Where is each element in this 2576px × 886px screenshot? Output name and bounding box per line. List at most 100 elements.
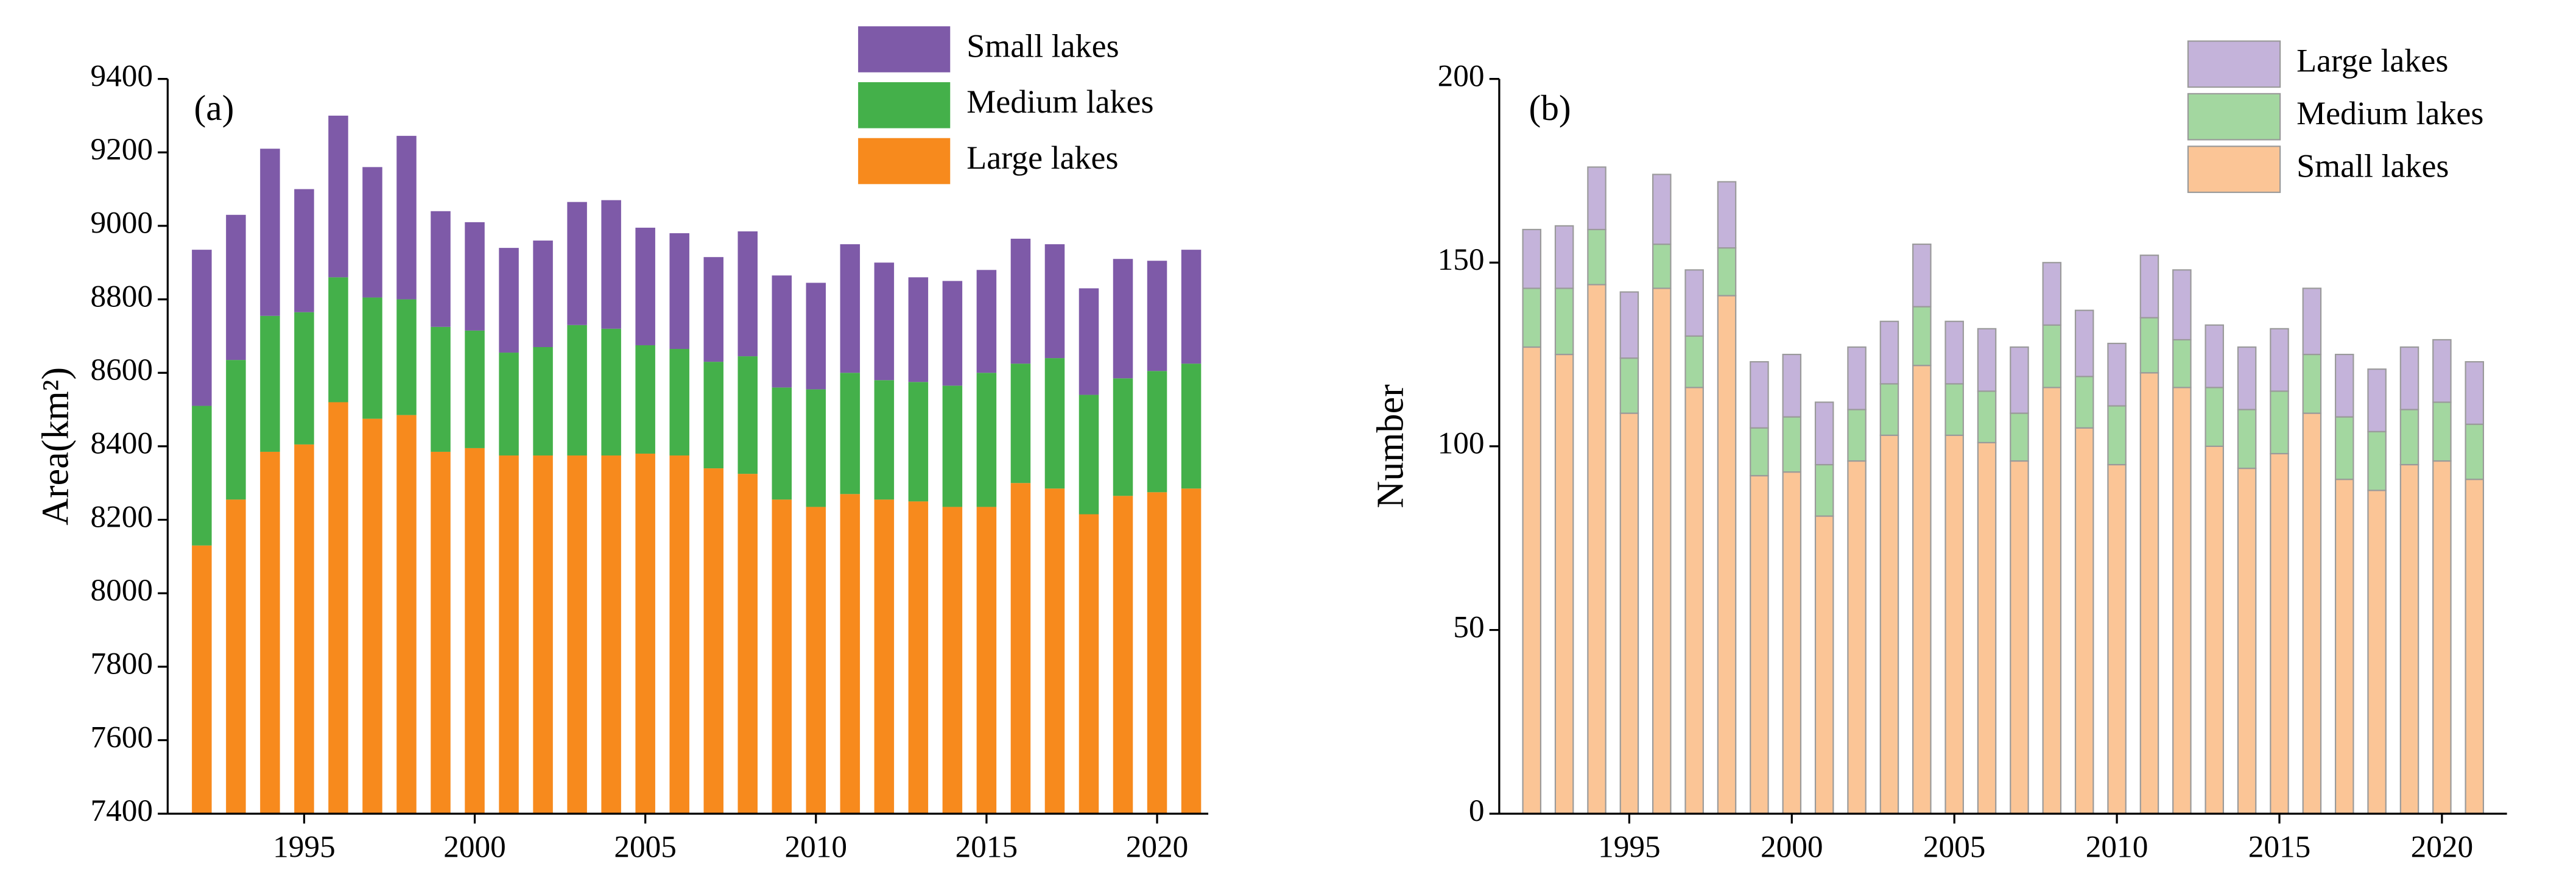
bar-segment — [2432, 339, 2452, 403]
bar-segment — [1814, 401, 1834, 466]
bar-segment — [1652, 174, 1672, 245]
bar-segment — [2367, 368, 2387, 432]
bar-segment — [1944, 434, 1964, 815]
bar-segment — [976, 270, 997, 373]
bar-segment — [2399, 463, 2419, 815]
bar-segment — [1782, 353, 1802, 418]
x-tick-label: 2010 — [2086, 829, 2148, 864]
bar-segment — [2010, 412, 2029, 462]
bar-segment — [2237, 409, 2257, 469]
bar-segment — [567, 202, 587, 325]
bar-segment — [294, 312, 314, 445]
legend-swatch — [858, 82, 951, 128]
bar-segment — [1079, 395, 1099, 515]
bar-segment — [2465, 361, 2485, 425]
bar-segment — [362, 297, 382, 419]
bar-segment — [1554, 353, 1574, 815]
bar-segment — [874, 262, 895, 381]
bar-segment — [601, 200, 621, 329]
bar-segment — [601, 455, 621, 814]
bar-segment — [2010, 346, 2029, 414]
bar-segment — [2205, 445, 2224, 815]
bar-segment — [669, 349, 689, 455]
bar-segment — [1587, 284, 1606, 815]
legend-label: Medium lakes — [2296, 95, 2483, 132]
bar-segment — [942, 507, 963, 814]
bar-segment — [703, 362, 723, 469]
bar-segment — [260, 149, 280, 316]
bar-segment — [1652, 243, 1672, 289]
legend-label: Medium lakes — [966, 83, 1153, 120]
legend-label: Small lakes — [2296, 147, 2449, 184]
bar-segment — [294, 189, 314, 312]
bar-segment — [1879, 383, 1899, 436]
bar-segment — [2302, 412, 2322, 815]
bar-segment — [703, 468, 723, 814]
bar-segment — [1113, 259, 1133, 379]
x-tick-label: 2000 — [1761, 829, 1823, 864]
bar-segment — [2367, 431, 2387, 491]
legend-swatch — [2187, 40, 2281, 88]
bar-segment — [772, 387, 792, 500]
bar-segment — [1944, 383, 1964, 436]
bar-segment — [1619, 291, 1639, 359]
bar-segment — [1147, 492, 1167, 814]
bar-segment — [2107, 405, 2127, 466]
bar-segment — [1977, 441, 1997, 815]
bar-segment — [2465, 479, 2485, 815]
bar-segment — [396, 415, 417, 814]
bar-segment — [1750, 475, 1769, 815]
y-tick-label: 50 — [1453, 610, 1484, 644]
y-axis-title: Area(km²) — [35, 367, 76, 526]
bar-segment — [1684, 335, 1704, 389]
x-tick-label: 2005 — [614, 829, 677, 864]
y-tick-label: 7800 — [91, 647, 153, 681]
bar-segment — [2074, 427, 2094, 815]
bar-segment — [2334, 353, 2354, 418]
bar-segment — [533, 455, 553, 814]
bar-segment — [874, 499, 895, 814]
bar-segment — [1044, 488, 1065, 814]
bar-segment — [1587, 228, 1606, 286]
bar-segment — [1782, 471, 1802, 815]
bar-segment — [2074, 376, 2094, 429]
bar-segment — [1814, 515, 1834, 815]
bar-segment — [1847, 409, 1867, 462]
bar-segment — [396, 136, 417, 300]
bar-segment — [1717, 181, 1737, 249]
bar-segment — [499, 248, 519, 353]
bar-segment — [1147, 371, 1167, 493]
bar-segment — [1684, 269, 1704, 337]
y-axis-title: Number — [1370, 384, 1411, 508]
bar-segment — [2367, 490, 2387, 815]
y-tick-label: 0 — [1469, 793, 1485, 828]
bar-segment — [1912, 243, 1932, 308]
bar-segment — [635, 345, 655, 454]
y-tick-label: 100 — [1438, 426, 1485, 461]
bar-segment — [2334, 416, 2354, 480]
bar-segment — [2465, 423, 2485, 480]
bar-segment — [1554, 287, 1574, 356]
bar-segment — [1847, 460, 1867, 815]
bar-segment — [976, 373, 997, 507]
legend-swatch — [2187, 146, 2281, 193]
bar-segment — [840, 244, 860, 373]
bar-segment — [2042, 262, 2062, 326]
bar-segment — [2205, 324, 2224, 389]
bar-segment — [499, 353, 519, 455]
bar-segment — [533, 347, 553, 455]
bar-segment — [1147, 261, 1167, 371]
bar-segment — [2270, 452, 2289, 815]
bar-segment — [1113, 378, 1133, 496]
y-tick-label: 7600 — [91, 720, 153, 754]
y-tick-label: 7400 — [91, 793, 153, 828]
y-tick-label: 200 — [1438, 58, 1485, 93]
y-tick-label: 8000 — [91, 573, 153, 608]
bar-segment — [1010, 239, 1031, 364]
legend-swatch — [858, 26, 951, 72]
bar-segment — [976, 507, 997, 814]
bar-segment — [1181, 364, 1202, 489]
bar-segment — [942, 385, 963, 507]
x-tick-label: 2015 — [2248, 829, 2311, 864]
